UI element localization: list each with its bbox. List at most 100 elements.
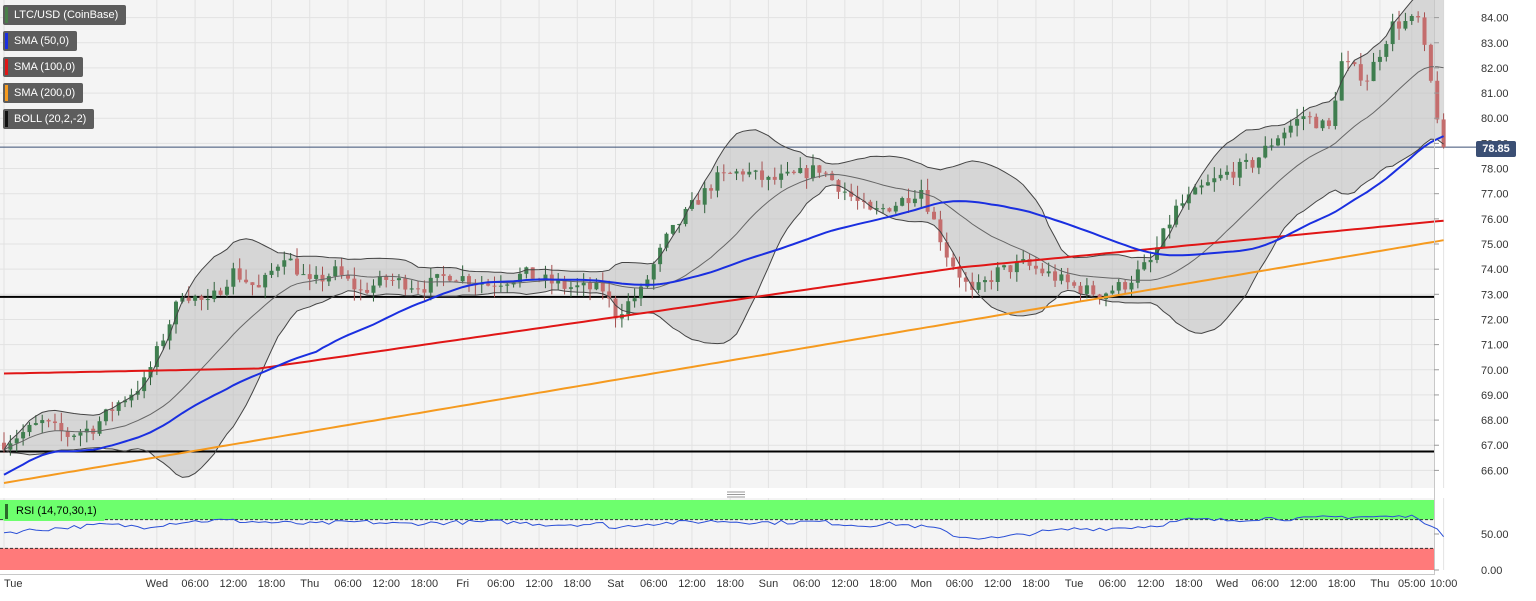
candle-up [1116, 282, 1121, 291]
candle-up [1148, 259, 1153, 263]
candle-down [1027, 259, 1032, 266]
candle-up [1371, 61, 1376, 82]
candle-down [791, 171, 796, 174]
candle-up [517, 273, 522, 283]
legend-pair-label: LTC/USD (CoinBase) [14, 9, 119, 21]
candle-up [1403, 21, 1408, 29]
time-tick-label: 06:00 [640, 578, 668, 590]
time-tick-label: 18:00 [716, 578, 744, 590]
candle-up [1218, 174, 1223, 179]
candle-down [849, 191, 854, 197]
candle-up [275, 266, 280, 271]
candle-up [123, 400, 128, 403]
candle-down [110, 409, 115, 411]
candle-down [256, 285, 261, 288]
candle-up [21, 432, 26, 439]
candle-up [1263, 145, 1268, 158]
candle-down [1416, 15, 1421, 18]
candle-down [836, 180, 841, 192]
time-tick-label: Wed [1216, 578, 1238, 590]
candle-up [798, 167, 803, 174]
candle-up [1135, 269, 1140, 283]
candle-down [823, 172, 828, 174]
candle-down [1053, 271, 1058, 281]
price-tick-label: 83.00 [1481, 38, 1509, 50]
price-tick-label: 78.00 [1481, 164, 1509, 176]
time-tick-label: Sat [607, 578, 624, 590]
time-tick-label: Wed [146, 578, 168, 590]
candle-down [760, 170, 765, 180]
candle-down [740, 171, 745, 175]
candle-up [1084, 285, 1089, 294]
candle-up [779, 173, 784, 180]
candle-down [46, 420, 51, 422]
candle-up [1059, 274, 1064, 281]
legend-pair[interactable]: LTC/USD (CoinBase) [3, 5, 127, 25]
candle-up [1174, 205, 1179, 225]
candle-up [1377, 56, 1382, 62]
candle-up [212, 290, 217, 300]
candle-up [1301, 116, 1306, 120]
legend-sma-100-swatch [5, 59, 8, 75]
price-tick-label: 74.00 [1481, 264, 1509, 276]
candle-up [27, 424, 32, 433]
candle-down [186, 297, 191, 301]
time-tick-label: 18:00 [1175, 578, 1203, 590]
candle-down [339, 266, 344, 276]
candle-down [1441, 119, 1446, 148]
candle-up [995, 267, 1000, 282]
candle-up [1225, 171, 1230, 175]
candle-up [282, 260, 287, 267]
candle-up [874, 208, 879, 210]
candle-down [1091, 285, 1096, 295]
legend-boll[interactable]: BOLL (20,2,-2) [3, 109, 95, 129]
legend-sma-100[interactable]: SMA (100,0) [3, 57, 84, 77]
candle-down [938, 219, 943, 243]
candle-down [607, 291, 612, 299]
candle-down [887, 208, 892, 212]
candle-up [173, 301, 178, 325]
price-tick-label: 66.00 [1481, 465, 1509, 477]
time-tick-label: 18:00 [869, 578, 897, 590]
candle-down [244, 279, 249, 283]
candle-up [568, 287, 573, 289]
candle-up [435, 274, 440, 278]
candle-down [447, 275, 452, 281]
legend-sma-50-label: SMA (50,0) [14, 35, 70, 47]
candle-up [1269, 145, 1274, 147]
candle-up [40, 420, 45, 424]
candle-up [893, 205, 898, 212]
candle-up [632, 298, 637, 302]
price-tick-label: 82.00 [1481, 63, 1509, 75]
time-tick-label: Tue [1065, 578, 1084, 590]
candle-up [154, 346, 159, 368]
candle-up [1256, 157, 1261, 168]
candle-down [804, 167, 809, 179]
candle-down [199, 296, 204, 300]
legend-sma-200[interactable]: SMA (200,0) [3, 83, 84, 103]
legend-sma-50[interactable]: SMA (50,0) [3, 31, 78, 51]
candle-down [989, 280, 994, 282]
candle-up [575, 285, 580, 288]
candle-down [441, 274, 446, 276]
candle-down [728, 172, 733, 174]
time-tick-label: 18:00 [1022, 578, 1050, 590]
candle-down [830, 173, 835, 181]
candle-down [957, 266, 962, 278]
candle-up [645, 279, 650, 287]
time-tick-label: 06:00 [487, 578, 515, 590]
legend-rsi[interactable]: RSI (14,70,30,1) [3, 502, 105, 521]
candle-up [301, 274, 306, 276]
candle-up [148, 367, 153, 378]
price-tick-label: 81.00 [1481, 88, 1509, 100]
candle-up [524, 267, 529, 274]
candle-up [715, 172, 720, 191]
time-tick-label: 18:00 [1328, 578, 1356, 590]
pane-resize-handle[interactable] [727, 491, 745, 498]
candle-down [1072, 282, 1077, 286]
candle-down [1352, 62, 1357, 65]
candle-down [613, 298, 618, 319]
time-tick-label: 06:00 [946, 578, 974, 590]
candle-down [237, 268, 242, 280]
